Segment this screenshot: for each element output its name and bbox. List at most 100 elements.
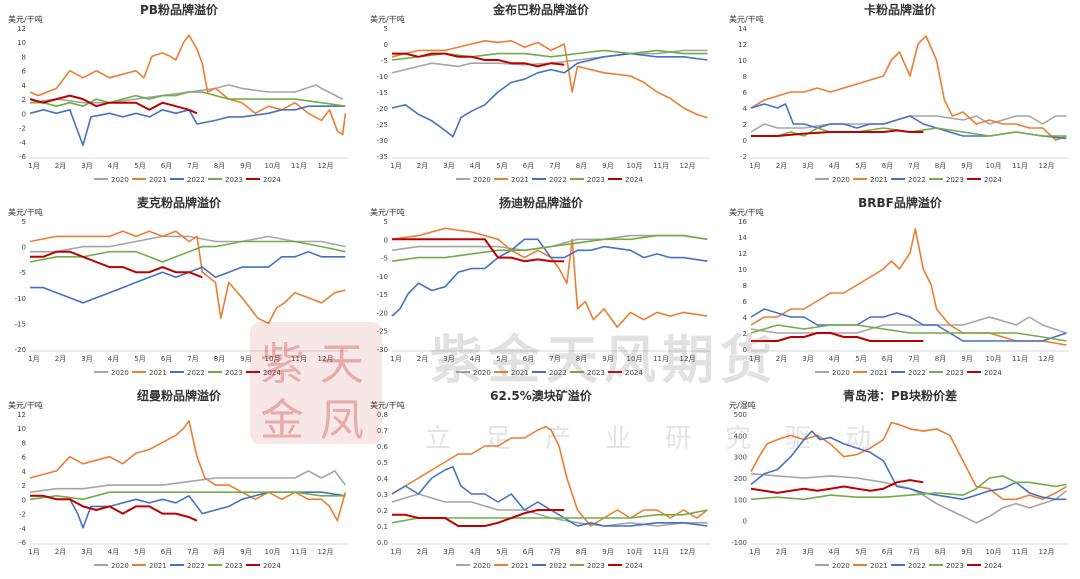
x-tick-label: 5月	[134, 162, 145, 170]
x-tick-label: 5月	[855, 355, 866, 363]
legend-label: 2024	[625, 562, 643, 570]
x-tick-label: 3月	[802, 355, 813, 363]
series-line-2021	[391, 426, 708, 527]
x-tick-label: 12月	[680, 548, 696, 556]
y-tick-label: 12	[17, 25, 26, 33]
series-line-2020	[391, 234, 708, 252]
x-tick-label: 12月	[318, 548, 334, 556]
series-line-2024	[30, 250, 203, 279]
x-tick-label: 9月	[602, 162, 613, 170]
legend-label: 2020	[473, 176, 491, 184]
x-tick-label: 2月	[417, 548, 428, 556]
x-tick-label: 1月	[390, 548, 401, 556]
y-tick-label: 0.8	[377, 411, 388, 419]
legend-label: 2020	[111, 176, 129, 184]
legend-label: 2023	[946, 369, 964, 377]
x-tick-label: 3月	[443, 355, 454, 363]
y-tick-label: 500	[734, 411, 747, 419]
y-tick-label: -6	[19, 153, 27, 161]
x-tick-label: 1月	[749, 355, 760, 363]
legend-label: 2020	[832, 562, 850, 570]
x-tick-label: 2月	[417, 355, 428, 363]
x-tick-label: 2月	[776, 162, 787, 170]
legend-label: 2021	[149, 369, 167, 377]
legend-label: 2021	[870, 369, 888, 377]
x-tick-label: 12月	[680, 355, 696, 363]
legend-label: 2022	[549, 562, 567, 570]
y-tick-label: 4	[743, 314, 748, 322]
x-tick-label: 8月	[935, 548, 946, 556]
x-tick-label: 8月	[935, 355, 946, 363]
y-tick-label: -2	[19, 125, 26, 133]
legend-label: 2020	[111, 369, 129, 377]
legend: 2020 2021 2022 2023 2024	[94, 562, 281, 570]
x-tick-label: 12月	[680, 162, 696, 170]
y-tick-label: -15	[377, 291, 388, 299]
x-tick-label: 11月	[1012, 162, 1028, 170]
x-tick-label: 10月	[986, 355, 1002, 363]
y-tick-label: 6	[743, 298, 748, 306]
seal-char-1: 紫	[260, 339, 304, 390]
y-tick-label: 5	[384, 218, 388, 226]
x-tick-label: 10月	[265, 162, 281, 170]
x-tick-label: 6月	[161, 355, 172, 363]
y-tick-label: 5	[22, 218, 26, 226]
legend-label: 2024	[625, 369, 643, 377]
y-tick-label: 0	[22, 244, 26, 252]
y-tick-label: 100	[734, 496, 747, 504]
y-tick-label: -20	[377, 105, 388, 113]
y-tick-label: 0	[743, 518, 747, 526]
series-line-2020	[750, 316, 1067, 334]
y-tick-label: -2	[19, 511, 26, 519]
legend-label: 2020	[473, 562, 491, 570]
x-tick-label: 8月	[214, 355, 225, 363]
series-line-2024	[751, 129, 924, 137]
x-tick-label: 8月	[576, 355, 587, 363]
legend-label: 2021	[511, 369, 529, 377]
y-tick-label: -30	[377, 346, 388, 354]
y-tick-label: -2	[740, 153, 747, 161]
y-tick-label: 14	[738, 234, 747, 242]
x-tick-label: 12月	[1039, 548, 1055, 556]
x-tick-label: 2月	[776, 355, 787, 363]
legend-label: 2024	[984, 562, 1002, 570]
y-tick-label: 8	[743, 282, 747, 290]
series-line-2023	[391, 234, 708, 262]
x-tick-label: 5月	[855, 548, 866, 556]
x-tick-label: 8月	[576, 162, 587, 170]
x-tick-label: 7月	[549, 355, 560, 363]
x-tick-label: 6月	[161, 162, 172, 170]
y-tick-label: -5	[381, 255, 388, 263]
legend-label: 2022	[549, 369, 567, 377]
x-tick-label: 4月	[108, 548, 119, 556]
x-tick-label: 9月	[961, 355, 972, 363]
series-line-2022	[750, 308, 1067, 342]
series-line-2024	[392, 52, 565, 68]
y-tick-label: 8	[22, 53, 26, 61]
series-line-2022	[391, 238, 708, 317]
x-tick-label: 10月	[986, 548, 1002, 556]
x-tick-label: 6月	[523, 548, 534, 556]
x-tick-label: 4月	[470, 162, 481, 170]
y-tick-label: 12	[738, 41, 747, 49]
y-tick-label: -20	[15, 346, 26, 354]
series-line-2021	[750, 35, 1067, 141]
legend-label: 2020	[473, 369, 491, 377]
y-tick-label: -15	[377, 89, 388, 97]
legend: 2020 2021 2022 2023 2024	[815, 369, 1002, 377]
x-tick-label: 9月	[602, 548, 613, 556]
x-tick-label: 10月	[627, 355, 643, 363]
x-tick-label: 3月	[81, 355, 92, 363]
x-tick-label: 1月	[749, 548, 760, 556]
x-tick-label: 9月	[602, 355, 613, 363]
series-line-2022	[750, 430, 1067, 501]
y-tick-label: 2	[743, 121, 747, 129]
x-tick-label: 11月	[1012, 355, 1028, 363]
x-tick-label: 7月	[187, 162, 198, 170]
